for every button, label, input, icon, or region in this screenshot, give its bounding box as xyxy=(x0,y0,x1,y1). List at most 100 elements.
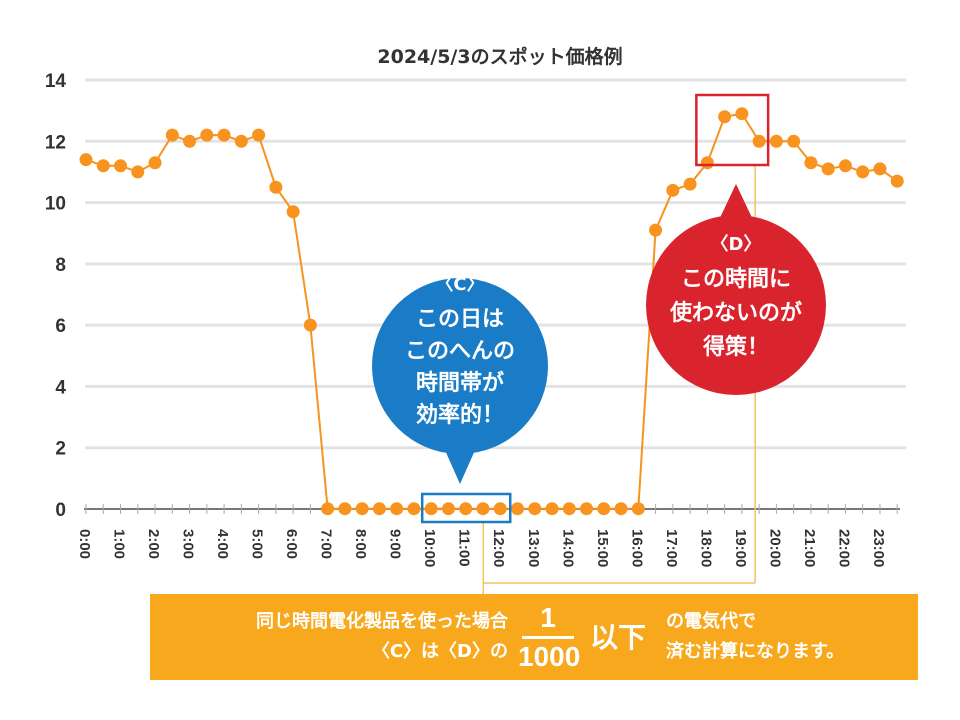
data-point xyxy=(890,174,904,188)
bubble-c-text: 時間帯が xyxy=(416,370,504,396)
data-point xyxy=(735,107,749,121)
bubble-d-text: 使わないのが xyxy=(669,300,802,326)
x-tick-label: 15:00 xyxy=(594,529,611,567)
y-tick-label: 6 xyxy=(55,316,66,337)
data-point xyxy=(338,502,352,516)
x-tick-label: 22:00 xyxy=(835,529,852,567)
data-point xyxy=(252,128,266,142)
banner-left-line1: 同じ時間電化製品を使った場合 xyxy=(256,611,508,632)
data-point xyxy=(269,180,283,194)
data-point xyxy=(234,134,248,148)
banner-left-text: 同じ時間電化製品を使った場合 〈C〉は〈D〉の xyxy=(256,607,508,667)
data-point xyxy=(769,134,783,148)
chart-title: 2024/5/3のスポット価格例 xyxy=(377,45,622,68)
bubble-d-text: 得策！ xyxy=(702,334,769,360)
banner-right-line1: の電気代で xyxy=(666,611,756,632)
x-tick-label: 17:00 xyxy=(663,529,680,567)
x-tick-label: 7:00 xyxy=(318,529,335,559)
x-tick-label: 12:00 xyxy=(490,529,507,567)
banner-left-line2: 〈C〉は〈D〉の xyxy=(371,641,508,662)
data-point xyxy=(804,156,818,170)
data-point xyxy=(545,502,559,516)
data-point xyxy=(321,502,335,516)
y-tick-label: 4 xyxy=(55,377,66,398)
data-point xyxy=(856,165,870,179)
fraction-denominator: 1000 xyxy=(518,641,581,672)
x-axis-ticks: 0:00 1:00 2:00 3:00 4:00 5:00 6:00 7:00 8:00 9:00… xyxy=(76,529,887,567)
x-tick-label: 3:00 xyxy=(180,529,197,559)
data-point xyxy=(165,128,179,142)
x-tick-label: 13:00 xyxy=(525,529,542,567)
summary-banner: 同じ時間電化製品を使った場合 〈C〉は〈D〉の 1 1000 以下 の電気代で … xyxy=(150,594,918,680)
data-point xyxy=(873,162,887,176)
highlight-boxes xyxy=(420,93,770,524)
x-tick-label: 18:00 xyxy=(697,529,714,567)
y-axis-ticks: 0 2 4 6 8 10 12 14 xyxy=(45,71,67,521)
bubble-c-text: 〈C〉 xyxy=(435,274,484,295)
data-point xyxy=(838,159,852,173)
fraction-numerator: 1 xyxy=(540,602,556,633)
data-point xyxy=(217,128,231,142)
data-point xyxy=(597,502,611,516)
bubble-c-circle xyxy=(372,278,548,454)
data-point xyxy=(476,502,490,516)
x-tick-label: 10:00 xyxy=(421,529,438,567)
bubble-d-text: この時間に xyxy=(681,267,791,292)
data-point xyxy=(355,502,369,516)
bubble-c-text: このへんの xyxy=(405,339,515,364)
y-tick-label: 8 xyxy=(55,255,66,276)
data-point xyxy=(390,502,404,516)
data-point xyxy=(562,502,576,516)
data-point xyxy=(424,502,438,516)
data-point xyxy=(718,110,732,124)
data-point xyxy=(372,502,386,516)
bubble-c-text: 効率的！ xyxy=(416,402,504,428)
x-tick-label: 2:00 xyxy=(145,529,162,559)
data-point xyxy=(407,502,421,516)
x-tick-label: 4:00 xyxy=(214,529,231,559)
data-point xyxy=(148,156,162,170)
bubble-c-pointer xyxy=(444,448,476,484)
x-tick-label: 9:00 xyxy=(387,529,404,559)
data-point xyxy=(183,134,197,148)
data-point xyxy=(700,156,714,170)
spot-price-chart: 2024/5/3のスポット価格例 0 2 4 6 8 10 12 14 0:00 1:00 2:0… xyxy=(45,45,906,594)
x-tick-label: 5:00 xyxy=(249,529,266,559)
x-tick-label: 16:00 xyxy=(628,529,645,567)
x-tick-label: 20:00 xyxy=(766,529,783,567)
y-tick-label: 0 xyxy=(55,500,66,521)
data-point xyxy=(666,183,680,197)
banner-below-text: 以下 xyxy=(590,621,647,654)
data-point xyxy=(96,159,110,173)
y-tick-label: 2 xyxy=(55,439,66,460)
data-point xyxy=(200,128,214,142)
bubble-d-circle xyxy=(646,215,826,395)
data-point xyxy=(79,153,93,167)
x-tick-label: 11:00 xyxy=(456,529,473,567)
data-point xyxy=(683,177,697,191)
x-tick-label: 23:00 xyxy=(870,529,887,567)
data-point xyxy=(614,502,628,516)
data-point xyxy=(114,159,128,173)
data-point xyxy=(441,502,455,516)
bubble-d-text: 〈D〉 xyxy=(711,234,762,255)
data-point xyxy=(528,502,542,516)
y-tick-label: 14 xyxy=(45,71,67,92)
x-tick-label: 1:00 xyxy=(111,529,128,559)
data-point xyxy=(821,162,835,176)
data-point xyxy=(459,502,473,516)
y-tick-label: 12 xyxy=(45,132,66,153)
x-tick-label: 19:00 xyxy=(732,529,749,567)
data-point xyxy=(787,134,801,148)
data-point xyxy=(631,502,645,516)
data-point xyxy=(493,502,507,516)
banner-right-line2: 済む計算になります。 xyxy=(666,641,845,662)
data-point xyxy=(286,205,300,219)
x-tick-label: 21:00 xyxy=(801,529,818,567)
y-tick-label: 10 xyxy=(45,194,66,215)
data-point xyxy=(303,318,317,332)
highlight-box-d xyxy=(695,93,770,167)
x-tick-label: 14:00 xyxy=(559,529,576,567)
